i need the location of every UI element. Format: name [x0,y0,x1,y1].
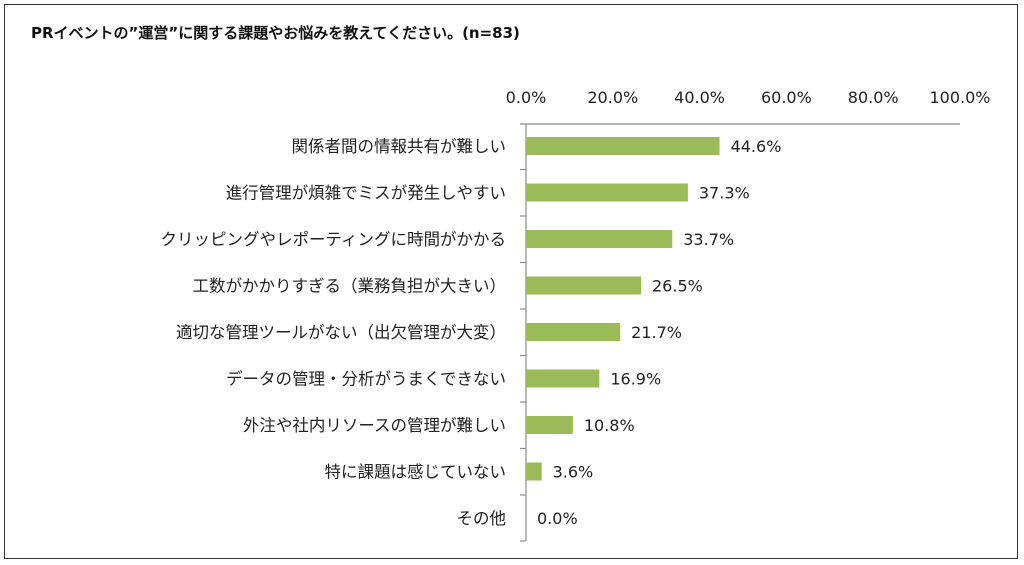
x-tick-label: 0.0% [506,88,547,107]
data-label: 0.0% [537,509,578,528]
category-label: 適切な管理ツールがない（出欠管理が大変） [176,323,506,342]
chart-title: PRイベントの”運営”に関する課題やお悩みを教えてください。(n=83) [31,24,520,42]
category-label: 関係者間の情報共有が難しい [292,137,507,156]
bar [526,230,673,248]
bar [526,369,600,388]
category-label: 工数がかかりすぎる（業務負担が大きい） [193,277,507,296]
data-label: 37.3% [699,184,750,203]
data-label: 16.9% [610,370,661,389]
chart-frame [4,4,1018,559]
category-label: データの管理・分析がうまくできない [226,369,506,389]
x-axis-ticks: 0.0% 20.0% 40.0% 60.0% 80.0% 100.0% [506,88,991,107]
category-label: 外注や社内リソースの管理が難しい [243,416,506,435]
data-label: 10.8% [584,416,635,435]
x-tick-label: 60.0% [761,88,812,107]
x-tick-label: 40.0% [674,88,725,107]
bar [526,137,720,155]
bar [526,323,621,341]
x-tick-label: 80.0% [848,88,899,107]
bar [526,183,688,202]
data-labels: 44.6% 37.3% 33.7% 26.5% 21.7% 16.9% 10.8% 3.6% 0… [537,137,781,528]
category-label: 進行管理が煩雑でミスが発生しやすい [226,184,506,203]
data-label: 44.6% [731,137,782,156]
category-label: その他 [457,509,507,528]
bar [526,276,642,295]
data-label: 26.5% [652,277,703,296]
data-label: 33.7% [683,230,734,249]
data-label: 21.7% [631,323,682,342]
category-labels: 関係者間の情報共有が難しい進行管理が煩雑でミスが発生しやすいクリッピングやレポー… [160,137,506,528]
data-label: 3.6% [553,463,594,482]
bar [526,416,573,434]
category-label: 特に課題は感じていない [325,463,507,482]
x-tick-label: 100.0% [929,88,990,107]
category-label: クリッピングやレポーティングに時間がかかる [160,230,506,249]
x-tick-label: 20.0% [587,88,638,107]
bars [526,137,720,481]
bar [526,462,542,481]
